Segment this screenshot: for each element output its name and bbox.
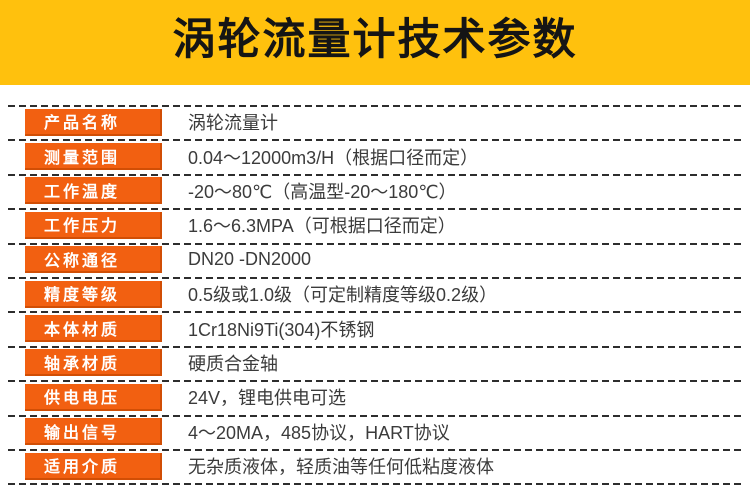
spec-label: 工作压力 (25, 211, 162, 239)
spec-row: 测量范围 0.04～12000m3/H（根据口径而定） (0, 139, 750, 173)
spec-label: 产品名称 (25, 108, 162, 136)
spec-label: 适用介质 (25, 452, 162, 480)
spec-label: 本体材质 (25, 315, 162, 343)
spec-label: 工作温度 (25, 177, 162, 205)
spec-row: 输出信号 4～20MA，485协议，HART协议 (0, 414, 750, 449)
title-banner: 涡轮流量计技术参数 (0, 0, 750, 85)
spec-row: 产品名称 涡轮流量计 (0, 105, 750, 139)
spec-table: 产品名称 涡轮流量计 测量范围 0.04～12000m3/H（根据口径而定） 工… (0, 105, 750, 486)
spec-value: 0.5级或1.0级（可定制精度等级0.2级） (188, 285, 498, 306)
spec-label: 公称通径 (25, 246, 162, 274)
spec-label: 轴承材质 (25, 349, 162, 377)
spec-label: 精度等级 (25, 280, 162, 308)
spec-row: 工作压力 1.6～6.3MPA（可根据口径而定） (0, 208, 750, 242)
spec-value: 4～20MA，485协议，HART协议 (188, 422, 450, 443)
spec-row: 工作温度 -20～80℃（高温型-20～180℃） (0, 173, 750, 208)
spec-value: DN20 -DN2000 (188, 249, 312, 270)
spec-value: 无杂质液体，轻质油等任何低粘度液体 (188, 457, 494, 478)
page-title: 涡轮流量计技术参数 (172, 15, 578, 65)
spec-value: 0.04～12000m3/H（根据口径而定） (188, 147, 479, 168)
spec-row: 供电电压 24V，锂电供电可选 (0, 380, 750, 414)
spec-value: 涡轮流量计 (188, 113, 278, 134)
spec-row: 轴承材质 硬质合金轴 (0, 345, 750, 380)
spec-row: 本体材质 1Cr18Ni9Ti(304)不锈钢 (0, 311, 750, 345)
spec-value: 24V，锂电供电可选 (188, 388, 347, 409)
spec-label: 供电电压 (25, 383, 162, 411)
spec-value: 1.6～6.3MPA（可根据口径而定） (188, 216, 456, 237)
spec-value: 1Cr18Ni9Ti(304)不锈钢 (188, 319, 375, 340)
spec-label: 测量范围 (25, 143, 162, 171)
spec-row: 精度等级 0.5级或1.0级（可定制精度等级0.2级） (0, 276, 750, 311)
spec-label: 输出信号 (25, 418, 162, 446)
spec-value: 硬质合金轴 (188, 353, 278, 374)
spec-row: 适用介质 无杂质液体，轻质油等任何低粘度液体 (0, 448, 750, 483)
spec-value: -20～80℃（高温型-20～180℃） (188, 181, 457, 202)
spec-row: 公称通径 DN20 -DN2000 (0, 242, 750, 277)
